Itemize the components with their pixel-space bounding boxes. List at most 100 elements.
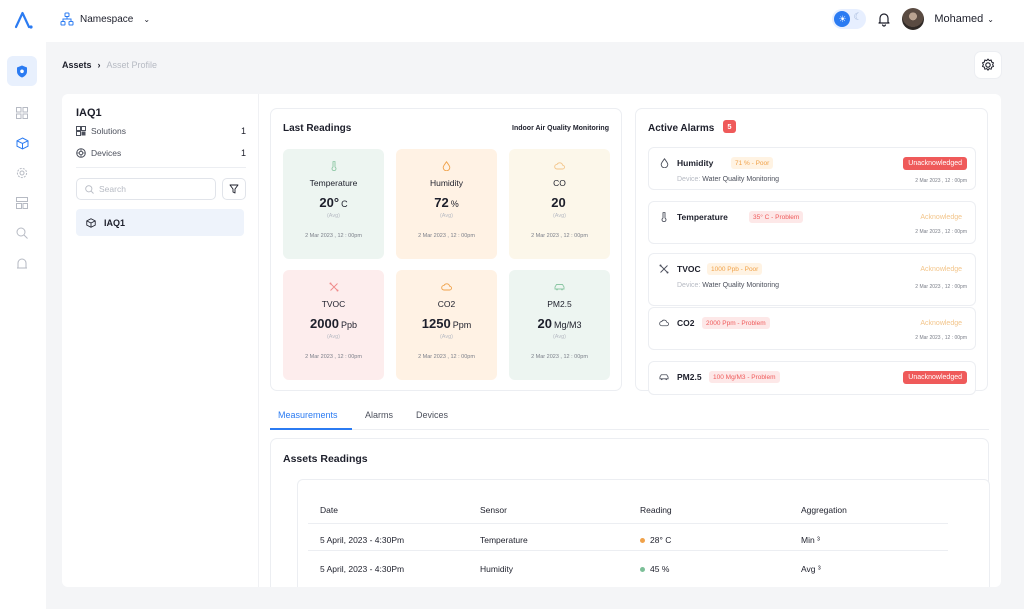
search-input[interactable] <box>99 184 199 194</box>
devices-label: Devices <box>91 148 122 158</box>
reading-value: 20 Mg/M3 <box>509 316 610 331</box>
cube-icon <box>16 136 28 150</box>
gear-icon <box>982 58 994 71</box>
reading-aggregation: (Avg) <box>326 334 341 340</box>
reading-name: Humidity <box>429 178 464 188</box>
devices-row[interactable]: Devices 1 <box>76 148 246 158</box>
alarm-level-tag: 2000 Ppm - Problem <box>702 317 770 329</box>
cell-aggregation: Avg ³ <box>801 564 821 574</box>
reading-tile-co2[interactable]: CO2 1250 Ppm (Avg) 2 Mar 2023 , 12 : 00pm <box>396 270 497 380</box>
divider <box>76 167 246 168</box>
filter-icon <box>229 184 239 194</box>
reading-tile-tvoc[interactable]: TVOC 2000 Ppb (Avg) 2 Mar 2023 , 12 : 00pm <box>283 270 384 380</box>
reading-name: PM2.5 <box>547 299 572 309</box>
column-header-sensor[interactable]: Sensor <box>480 505 507 515</box>
tab-alarms[interactable]: Alarms <box>365 410 394 420</box>
column-header-reading[interactable]: Reading <box>640 505 672 515</box>
car-icon <box>659 372 669 382</box>
tab-measurements[interactable]: Measurements <box>278 410 338 420</box>
solutions-row[interactable]: Solutions 1 <box>76 126 246 136</box>
reading-unit: C <box>341 199 348 209</box>
theme-toggle[interactable]: ☀ ☾ <box>832 9 867 29</box>
filter-button[interactable] <box>222 178 246 200</box>
reading-aggregation: (Avg) <box>326 213 341 219</box>
breadcrumb: Assets › Asset Profile <box>62 60 157 70</box>
cell-reading-value: 28° C <box>650 535 672 545</box>
sidebar-item-analytics[interactable] <box>15 226 29 240</box>
grid-icon <box>16 107 28 119</box>
cell-date: 5 April, 2023 - 4:30Pm <box>320 564 405 574</box>
solutions-count: 1 <box>240 126 246 136</box>
tab-bar: Measurements Alarms Devices <box>270 404 989 430</box>
reading-value: 1250 Ppm <box>396 316 497 331</box>
asset-list-item[interactable]: IAQ1 <box>76 209 244 236</box>
reading-value: 20° C <box>283 195 384 210</box>
settings-button[interactable] <box>975 52 1001 78</box>
breadcrumb-current: Asset Profile <box>106 60 158 70</box>
search-icon <box>85 184 94 194</box>
acknowledge-button[interactable]: Acknowledge <box>915 263 967 276</box>
top-bar: Namespace ⌄ ☀ ☾ Mohamed ⌄ <box>0 0 1024 42</box>
alarm-icon <box>17 258 27 269</box>
last-readings-card: Last Readings Indoor Air Quality Monitor… <box>270 108 622 391</box>
alarm-device: Device: Water Quality Monitoring <box>677 176 779 183</box>
sidebar-item-devices[interactable] <box>15 136 29 150</box>
reading-value-number: 20° <box>319 195 340 210</box>
sidebar-item-alarms[interactable] <box>15 256 29 270</box>
reading-value-number: 2000 <box>310 316 339 331</box>
bell-icon[interactable] <box>876 11 892 27</box>
reading-date: 2 Mar 2023 , 12 : 00pm <box>305 233 362 239</box>
reading-aggregation: (Avg) <box>439 213 454 219</box>
sidebar-item-dashboard[interactable] <box>15 106 29 120</box>
thermometer-icon <box>283 161 384 171</box>
app-logo-icon[interactable] <box>12 9 34 31</box>
alarm-item[interactable]: Temperature 35° C - Problem Acknowledge 2 M… <box>648 201 976 244</box>
droplet-icon <box>659 158 669 168</box>
sidebar-item-reports[interactable] <box>15 196 29 210</box>
breadcrumb-assets[interactable]: Assets <box>62 60 92 70</box>
namespace-selector[interactable]: Namespace ⌄ <box>60 12 150 26</box>
alarm-sensor-name: TVOC <box>677 264 701 274</box>
alarm-device-name: Water Quality Monitoring <box>702 282 780 289</box>
reading-tile-pm2-5[interactable]: PM2.5 20 Mg/M3 (Avg) 2 Mar 2023 , 12 : 00pm <box>509 270 610 380</box>
reading-unit: Ppm <box>452 320 472 330</box>
alarm-time: 2 Mar 2023 , 12 : 00pm <box>915 178 967 184</box>
search-box[interactable] <box>76 178 216 200</box>
reading-value: 2000 Ppb <box>283 316 384 331</box>
alarm-item[interactable]: Humidity 71 % - Poor Unacknowledged Device:… <box>648 147 976 190</box>
cell-date: 5 April, 2023 - 4:30Pm <box>320 535 405 545</box>
tab-devices[interactable]: Devices <box>416 410 449 420</box>
acknowledge-button[interactable]: Acknowledge <box>915 211 967 224</box>
last-readings-title: Last Readings <box>283 123 352 134</box>
avatar[interactable] <box>902 8 925 30</box>
solutions-icon <box>76 126 86 136</box>
reading-value-number: 20 <box>551 195 566 210</box>
alarm-device-prefix: Device: <box>677 282 701 289</box>
reading-tile-humidity[interactable]: Humidity 72% (Avg) 2 Mar 2023 , 12 : 00pm <box>396 149 497 259</box>
acknowledge-button[interactable]: Acknowledge <box>915 317 967 330</box>
active-alarms-title: Active Alarms <box>648 123 715 134</box>
sidebar <box>0 42 46 609</box>
alarm-time: 2 Mar 2023 , 12 : 00pm <box>915 335 967 341</box>
sidebar-item-settings[interactable] <box>15 166 29 180</box>
header-divider <box>308 523 948 524</box>
alarm-item[interactable]: TVOC 1000 Ppb - Poor Acknowledge Device: Wa… <box>648 253 976 306</box>
reading-value-number: 20 <box>537 316 552 331</box>
reading-tile-temperature[interactable]: Temperature 20° C (Avg) 2 Mar 2023 , 12 : 00… <box>283 149 384 259</box>
sidebar-item-assets[interactable] <box>7 56 37 86</box>
search-chart-icon <box>16 227 28 239</box>
user-name: Mohamed <box>934 13 984 25</box>
column-header-date[interactable]: Date <box>320 505 338 515</box>
unacknowledged-badge[interactable]: Unacknowledged <box>903 371 967 384</box>
devices-count: 1 <box>240 148 246 158</box>
column-header-aggregation[interactable]: Aggregation <box>801 505 847 515</box>
alarm-count-badge: 5 <box>723 120 736 133</box>
reading-tile-co[interactable]: CO 20 (Avg) 2 Mar 2023 , 12 : 00pm <box>509 149 610 259</box>
unacknowledged-badge[interactable]: Unacknowledged <box>903 157 967 170</box>
assets-readings-title: Assets Readings <box>283 453 368 465</box>
alarm-item[interactable]: CO2 2000 Ppm - Problem Acknowledge 2 Mar 20… <box>648 307 976 350</box>
solutions-label: Solutions <box>91 126 126 136</box>
user-menu[interactable]: Mohamed ⌄ <box>934 13 994 25</box>
alarm-sensor-name: Temperature <box>677 212 728 222</box>
alarm-item[interactable]: PM2.5 100 Mg/M3 - Problem Unacknowledged <box>648 361 976 395</box>
